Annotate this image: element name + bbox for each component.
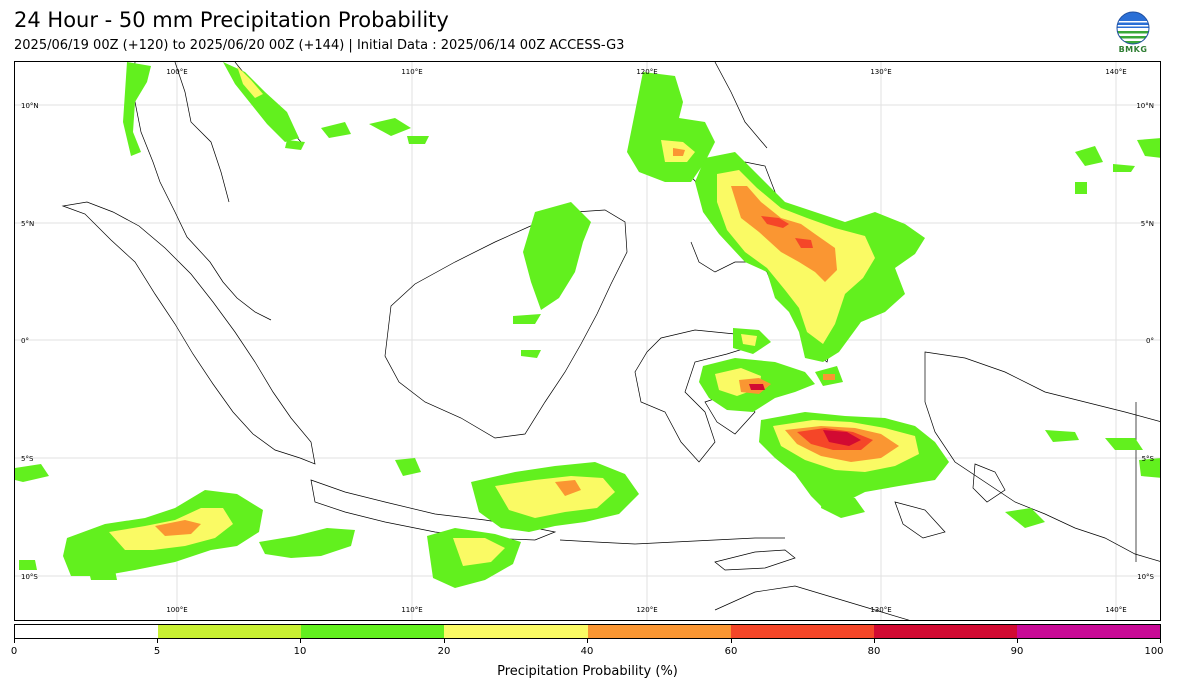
lat-label: 5°N: [21, 220, 34, 228]
map-canvas: 100°E 110°E 120°E 130°E 140°E 100°E 110°…: [15, 62, 1160, 620]
precipitation-map: 100°E 110°E 120°E 130°E 140°E 100°E 110°…: [14, 61, 1161, 621]
colorbar-segment: [873, 625, 1017, 638]
colorbar-segment: [301, 625, 445, 638]
colorbar-tickmark: [14, 639, 15, 643]
lat-label: 10°S: [1137, 573, 1154, 581]
lon-label: 120°E: [636, 606, 657, 614]
colorbar-segment: [587, 625, 731, 638]
colorbar-tick-label: 90: [1010, 646, 1024, 657]
lat-label: 0°: [1146, 337, 1154, 345]
lat-label: 0°: [21, 337, 29, 345]
lat-label: 10°S: [21, 573, 38, 581]
lat-label: 10°N: [21, 102, 39, 110]
chart-subtitle: 2025/06/19 00Z (+120) to 2025/06/20 00Z …: [14, 38, 625, 53]
colorbar-tick-label: 100: [1144, 646, 1164, 657]
lat-label: 5°N: [1141, 220, 1154, 228]
colorbar-tickmark: [874, 639, 875, 643]
colorbar-tickmark: [587, 639, 588, 643]
lon-label: 110°E: [401, 68, 422, 76]
colorbar-segment: [158, 625, 302, 638]
logo-text: BMKG: [1118, 45, 1148, 54]
lon-label: 140°E: [1105, 606, 1126, 614]
lon-label: 100°E: [166, 606, 187, 614]
bmkg-logo: BMKG: [1114, 11, 1152, 55]
colorbar-tickmark: [444, 639, 445, 643]
lat-label: 5°S: [21, 455, 34, 463]
colorbar-segment: [15, 625, 159, 638]
lon-label: 130°E: [870, 68, 891, 76]
colorbar-tick-label: 5: [153, 646, 161, 657]
latitude-labels-left: 10°N 5°N 0° 5°S 10°S: [21, 102, 39, 581]
lon-label: 100°E: [166, 68, 187, 76]
colorbar-tickmark: [300, 639, 301, 643]
lat-label: 10°N: [1136, 102, 1154, 110]
colorbar: [14, 624, 1161, 639]
colorbar-label: Precipitation Probability (%): [497, 664, 678, 679]
lon-label: 110°E: [401, 606, 422, 614]
lon-label: 140°E: [1105, 68, 1126, 76]
colorbar-tick-label: 20: [437, 646, 451, 657]
colorbar-tickmark: [1017, 639, 1018, 643]
colorbar-segment: [730, 625, 874, 638]
colorbar-segment: [1016, 625, 1160, 638]
colorbar-tickmark: [1160, 639, 1161, 643]
colorbar-tick-label: 60: [724, 646, 738, 657]
colorbar-segment: [444, 625, 588, 638]
colorbar-tick-label: 0: [10, 646, 18, 657]
colorbar-tickmark: [157, 639, 158, 643]
colorbar-tick-label: 40: [580, 646, 594, 657]
longitude-labels-top: 100°E 110°E 120°E 130°E 140°E: [166, 68, 1126, 76]
latitude-labels-right: 10°N 5°N 0° 5°S 10°S: [1136, 102, 1154, 581]
lon-label: 130°E: [870, 606, 891, 614]
lat-label: 5°S: [1142, 455, 1155, 463]
colorbar-tick-label: 10: [293, 646, 307, 657]
globe-icon: [1116, 11, 1150, 45]
chart-title: 24 Hour - 50 mm Precipitation Probabilit…: [14, 8, 449, 32]
colorbar-tickmark: [731, 639, 732, 643]
precipitation-shading: [15, 62, 1160, 588]
colorbar-tick-label: 80: [867, 646, 881, 657]
longitude-labels-bottom: 100°E 110°E 120°E 130°E 140°E: [166, 606, 1126, 614]
gridlines: [15, 62, 1160, 620]
lon-label: 120°E: [636, 68, 657, 76]
